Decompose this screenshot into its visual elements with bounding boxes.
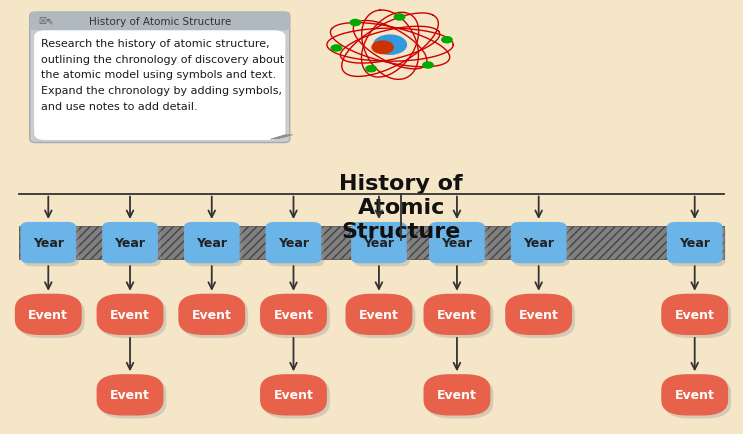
FancyBboxPatch shape — [18, 297, 85, 339]
Text: Event: Event — [273, 308, 314, 321]
FancyBboxPatch shape — [181, 297, 248, 339]
FancyBboxPatch shape — [184, 222, 239, 263]
FancyBboxPatch shape — [97, 374, 163, 416]
FancyBboxPatch shape — [664, 377, 731, 418]
Text: Year: Year — [114, 237, 146, 250]
Text: Event: Event — [192, 308, 232, 321]
Text: Year: Year — [278, 237, 309, 250]
FancyBboxPatch shape — [24, 226, 79, 266]
FancyBboxPatch shape — [21, 222, 76, 263]
FancyBboxPatch shape — [178, 294, 245, 335]
Text: Year: Year — [523, 237, 554, 250]
Circle shape — [350, 20, 360, 26]
Text: Event: Event — [437, 308, 477, 321]
Circle shape — [374, 36, 406, 55]
FancyBboxPatch shape — [511, 222, 567, 263]
FancyBboxPatch shape — [426, 377, 493, 418]
Circle shape — [441, 38, 452, 44]
FancyBboxPatch shape — [260, 294, 327, 335]
Text: Event: Event — [519, 308, 559, 321]
FancyBboxPatch shape — [667, 222, 722, 263]
FancyBboxPatch shape — [100, 297, 166, 339]
Text: Event: Event — [273, 388, 314, 401]
FancyBboxPatch shape — [97, 294, 163, 335]
FancyBboxPatch shape — [514, 226, 569, 266]
Text: Event: Event — [110, 308, 150, 321]
FancyBboxPatch shape — [100, 377, 166, 418]
FancyBboxPatch shape — [15, 294, 82, 335]
Text: Event: Event — [437, 388, 477, 401]
Text: Event: Event — [675, 308, 715, 321]
Circle shape — [331, 46, 342, 52]
FancyBboxPatch shape — [106, 226, 160, 266]
FancyBboxPatch shape — [34, 31, 285, 141]
Text: Year: Year — [33, 237, 64, 250]
Text: Event: Event — [359, 308, 399, 321]
Text: History of Atomic Structure: History of Atomic Structure — [88, 17, 231, 27]
Circle shape — [395, 15, 405, 21]
FancyBboxPatch shape — [424, 374, 490, 416]
Circle shape — [372, 42, 393, 54]
Text: Year: Year — [441, 237, 473, 250]
FancyBboxPatch shape — [345, 294, 412, 335]
FancyBboxPatch shape — [348, 297, 415, 339]
FancyBboxPatch shape — [670, 226, 725, 266]
FancyBboxPatch shape — [351, 222, 407, 263]
Text: ☒⇖: ☒⇖ — [39, 18, 54, 26]
Text: Event: Event — [110, 388, 150, 401]
FancyBboxPatch shape — [263, 377, 330, 418]
FancyBboxPatch shape — [354, 226, 410, 266]
Text: Year: Year — [679, 237, 710, 250]
FancyBboxPatch shape — [260, 374, 327, 416]
FancyBboxPatch shape — [30, 13, 290, 31]
Text: Year: Year — [196, 237, 227, 250]
Text: Event: Event — [28, 308, 68, 321]
FancyBboxPatch shape — [508, 297, 575, 339]
FancyBboxPatch shape — [661, 294, 728, 335]
FancyBboxPatch shape — [505, 294, 572, 335]
FancyBboxPatch shape — [19, 227, 724, 259]
Text: Event: Event — [675, 388, 715, 401]
FancyBboxPatch shape — [429, 222, 484, 263]
FancyBboxPatch shape — [266, 222, 322, 263]
FancyBboxPatch shape — [30, 13, 290, 143]
Text: History of
Atomic
Structure: History of Atomic Structure — [340, 174, 463, 241]
FancyBboxPatch shape — [263, 297, 330, 339]
FancyBboxPatch shape — [661, 374, 728, 416]
Circle shape — [423, 63, 433, 69]
FancyBboxPatch shape — [424, 294, 490, 335]
FancyBboxPatch shape — [426, 297, 493, 339]
FancyBboxPatch shape — [102, 222, 158, 263]
FancyBboxPatch shape — [664, 297, 731, 339]
FancyBboxPatch shape — [269, 226, 325, 266]
Circle shape — [366, 66, 376, 72]
FancyBboxPatch shape — [186, 226, 242, 266]
Text: Year: Year — [363, 237, 395, 250]
Text: Research the history of atomic structure,
outlining the chronology of discovery : Research the history of atomic structure… — [41, 39, 284, 111]
FancyBboxPatch shape — [432, 226, 487, 266]
